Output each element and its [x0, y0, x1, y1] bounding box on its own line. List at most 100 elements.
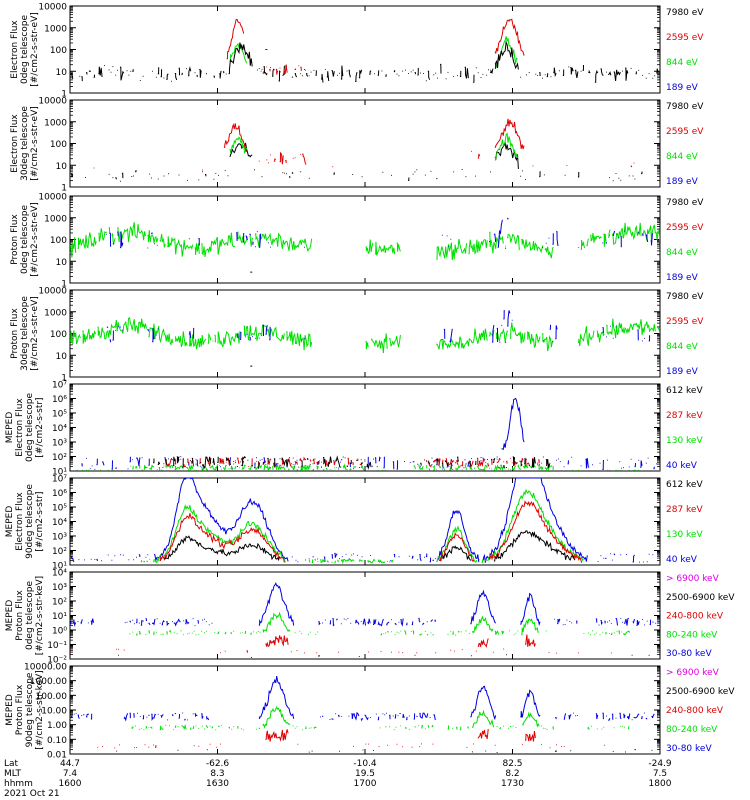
- y-tick-label: 1000: [44, 118, 67, 128]
- series-green: [70, 222, 660, 261]
- panel-1: 1 10 100 1000 10000 Electron Flux 0deg telesco…: [10, 3, 704, 100]
- y-tick-label: 10¹: [52, 562, 67, 572]
- series-green: [229, 132, 518, 161]
- y-tick-label: 1000: [44, 308, 67, 318]
- panel-frame: [69, 571, 661, 660]
- series-blue: [70, 676, 658, 722]
- legend-entry: 130 keV: [666, 436, 703, 446]
- y-axis-label: 90deg telescope: [25, 672, 35, 747]
- legend-entry: 40 keV: [666, 461, 698, 471]
- y-tick-label: 100: [50, 236, 67, 246]
- y-axis-label: [#/cm2-s-str-eV]: [30, 296, 40, 371]
- x-tick-label: 82.5: [502, 759, 522, 769]
- y-axis-label: 30deg telescope: [20, 296, 30, 371]
- series-red: [70, 634, 612, 654]
- x-row-label: Lat: [4, 759, 19, 769]
- series-group: [70, 309, 660, 367]
- series-black: [153, 455, 553, 470]
- legend-entry: 7980 eV: [666, 102, 704, 112]
- y-tick-label: 10: [56, 162, 68, 172]
- y-tick-label: 10²: [52, 598, 67, 608]
- y-tick-label: 100: [50, 330, 67, 340]
- x-tick-label: -62.6: [206, 759, 230, 769]
- series-black: [70, 40, 660, 83]
- panel-frame: [69, 665, 661, 755]
- y-axis-label: 0deg telescope: [20, 15, 30, 85]
- legend-entry: 612 keV: [666, 386, 703, 396]
- series-black: [250, 341, 507, 367]
- y-tick-label: 10000: [38, 193, 67, 203]
- y-tick-label: 1: [61, 374, 67, 384]
- legend-entry: 80-240 keV: [666, 630, 718, 640]
- y-axis-label: Proton Flux: [15, 590, 25, 641]
- series-group: [70, 676, 658, 753]
- y-tick-label: 1: [61, 90, 67, 100]
- series-blue: [106, 309, 651, 343]
- y-tick-label: 10⁻¹: [47, 641, 67, 651]
- legend-entry: 40 keV: [666, 555, 698, 565]
- legend-entry: 30-80 keV: [666, 649, 712, 659]
- y-axis-label: [#/cm2-s-str-eV]: [30, 12, 40, 87]
- series-green: [140, 488, 584, 565]
- y-tick-label: 10¹: [52, 612, 67, 622]
- y-axis-label: [#/cm2-s-str-keV]: [35, 576, 45, 655]
- legend-entry: 2500-6900 keV: [666, 593, 735, 603]
- series-blue: [105, 217, 653, 249]
- panel-8: 0.01 0.10 1.00 10.00 100.00 1000.00 10000.00 ME…: [5, 663, 735, 761]
- x-tick-label: 19.5: [355, 769, 375, 779]
- y-axis-label: 90deg telescope: [25, 484, 35, 559]
- panel-frame: [69, 5, 661, 94]
- y-tick-label: 1000: [44, 24, 67, 34]
- y-tick-label: 10000: [38, 3, 67, 13]
- y-tick-label: 10⁴: [52, 518, 67, 528]
- legend-entry: 612 keV: [666, 480, 703, 490]
- x-tick-label: -24.9: [648, 759, 672, 769]
- y-tick-label: 100.00: [36, 692, 68, 702]
- panel-2: 1 10 100 1000 10000 Electron Flux 30deg telesc…: [10, 97, 704, 194]
- panel-frame: [69, 383, 661, 472]
- legend-entry: 240-800 keV: [666, 706, 724, 716]
- x-tick-label: 1700: [354, 779, 377, 789]
- y-tick-label: 10: [56, 258, 68, 268]
- y-tick-label: 10⁵: [52, 504, 67, 514]
- y-tick-label: 1: [61, 280, 67, 290]
- y-tick-label: 10¹: [52, 468, 67, 478]
- series-group: [70, 582, 659, 658]
- legend-entry: 189 eV: [666, 273, 699, 283]
- series-black: [164, 530, 576, 562]
- series-blue: [81, 397, 657, 470]
- legend-entry: 7980 eV: [666, 198, 704, 208]
- x-tick-label: 44.7: [60, 759, 80, 769]
- series-green: [129, 611, 631, 636]
- y-axis-label: MEPED: [5, 600, 15, 632]
- y-tick-label: 10⁷: [52, 381, 67, 391]
- series-group: [70, 18, 660, 83]
- y-tick-label: 10000: [38, 97, 67, 107]
- y-tick-label: 10000: [38, 287, 67, 297]
- series-black: [116, 749, 653, 753]
- legend-entry: 2500-6900 keV: [666, 687, 735, 697]
- y-axis-label: MEPED: [5, 412, 15, 444]
- date-label: 2021 Oct 21: [4, 789, 60, 799]
- panel-frame: [69, 195, 661, 284]
- y-tick-label: 10⁴: [52, 424, 67, 434]
- legend-entry: 189 eV: [666, 177, 699, 187]
- panel-3: 1 10 100 1000 10000 Proton Flux 0deg telescope…: [10, 193, 704, 290]
- x-tick-label: 1630: [206, 779, 229, 789]
- y-axis-label: 30deg telescope: [20, 106, 30, 181]
- y-axis-label: MEPED: [5, 506, 15, 538]
- x-tick-label: 7.4: [63, 769, 78, 779]
- y-tick-label: 100: [50, 140, 67, 150]
- y-tick-label: 10000.00: [24, 663, 67, 673]
- y-axis-label: 0deg telescope: [25, 581, 35, 651]
- x-tick-label: 8.2: [505, 769, 519, 779]
- series-blue: [70, 478, 659, 563]
- panel-5: 10¹ 10² 10³ 10⁴ 10⁵ 10⁶ 10⁷ MEPED Electron Flux 0…: [5, 381, 703, 478]
- legend-entry: 7980 eV: [666, 8, 704, 18]
- y-tick-label: 10⁴: [52, 569, 67, 579]
- series-red: [226, 18, 525, 77]
- y-tick-label: 10³: [52, 583, 67, 593]
- panel-7: 10⁻² 10⁻¹ 10⁰ 10¹ 10² 10³ 10⁴ MEPED Proton Flux 0…: [5, 569, 735, 666]
- y-tick-label: 10³: [52, 533, 67, 543]
